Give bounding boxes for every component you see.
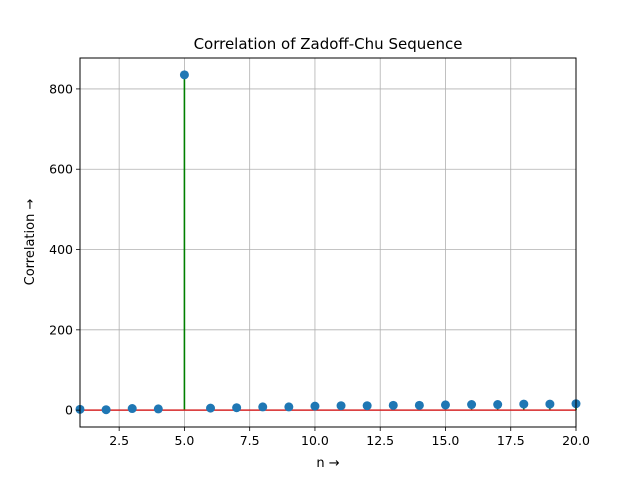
data-point [388, 400, 398, 410]
data-point [310, 401, 320, 411]
x-tick-label: 17.5 [497, 433, 525, 448]
data-point [545, 399, 555, 409]
x-tick-label: 7.5 [240, 433, 260, 448]
y-tick-label: 0 [65, 403, 73, 418]
x-tick-label: 20.0 [562, 433, 590, 448]
y-axis-ticks: 0 200 400 600 800 [49, 81, 80, 418]
data-point [232, 403, 242, 413]
x-axis-label: n → [316, 456, 339, 471]
x-tick-label: 12.5 [366, 433, 394, 448]
grid [80, 58, 577, 427]
data-point [362, 401, 372, 411]
plot-frame [79, 57, 577, 428]
data-point [414, 400, 424, 410]
data-point [467, 400, 477, 410]
y-tick-label: 200 [49, 322, 73, 337]
data-point [519, 399, 529, 409]
data-point [101, 405, 111, 415]
chart-title: Correlation of Zadoff-Chu Sequence [194, 35, 463, 53]
data-point [440, 400, 450, 410]
y-tick-label: 600 [49, 162, 73, 177]
data-point [258, 402, 268, 412]
y-tick-label: 800 [49, 81, 73, 96]
data-point [493, 400, 503, 410]
data-point [206, 403, 216, 413]
x-tick-label: 15.0 [432, 433, 460, 448]
y-axis-label: Correlation → [23, 199, 38, 286]
data-point [179, 70, 189, 80]
data-point [153, 404, 163, 414]
y-tick-label: 400 [49, 242, 73, 257]
x-axis-ticks: 2.5 5.0 7.5 10.0 12.5 15.0 17.5 20.0 [109, 427, 590, 448]
data-markers [75, 70, 581, 415]
data-point [127, 404, 137, 414]
data-point [336, 401, 346, 411]
data-point [284, 402, 294, 412]
x-tick-label: 10.0 [301, 433, 329, 448]
x-tick-label: 5.0 [174, 433, 194, 448]
x-tick-label: 2.5 [109, 433, 129, 448]
